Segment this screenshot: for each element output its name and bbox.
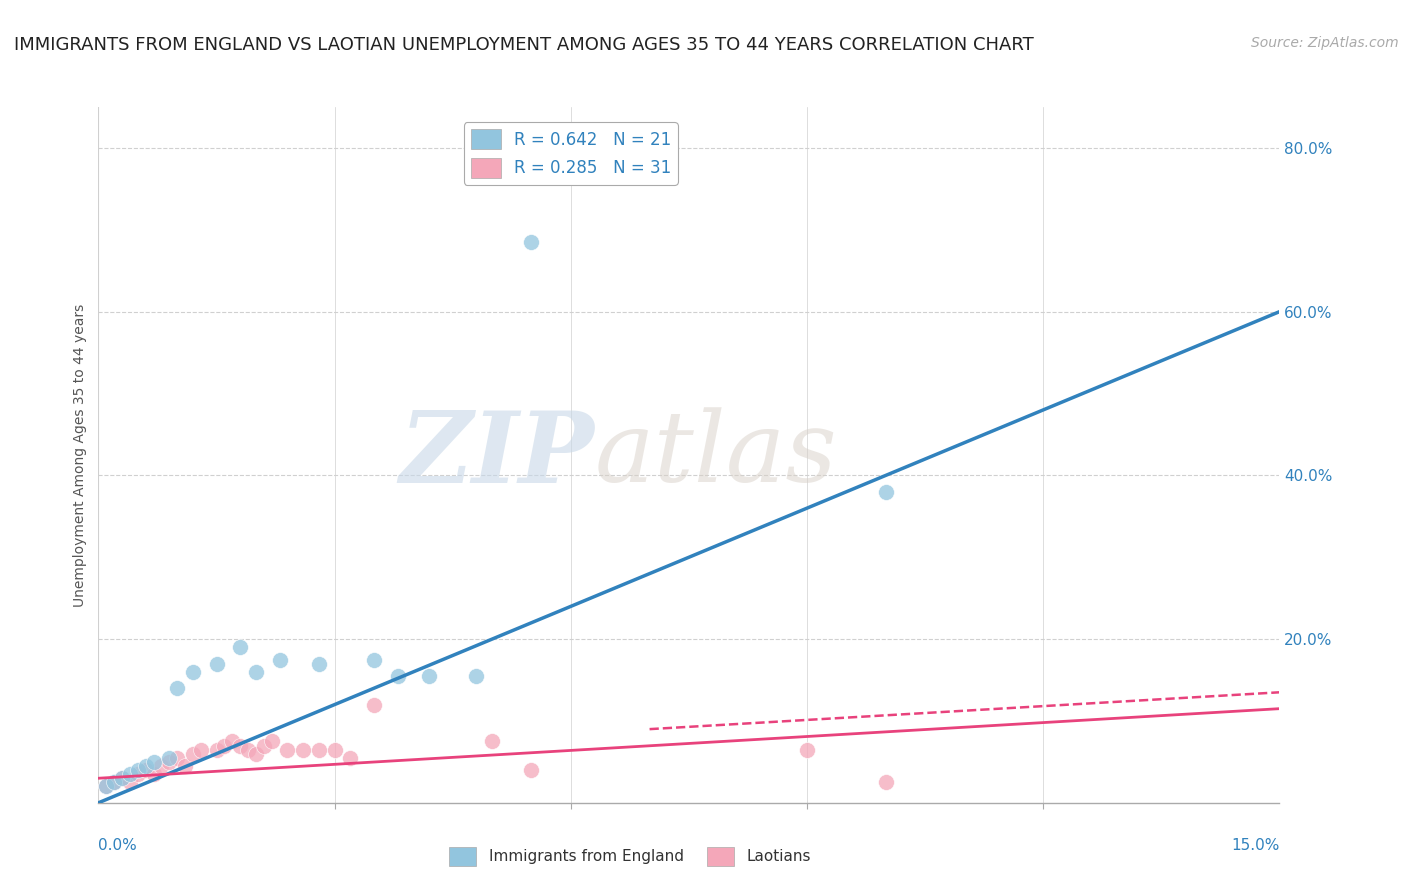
Point	[127, 767, 149, 781]
Point	[323, 742, 346, 756]
Point	[142, 767, 165, 781]
Point	[520, 235, 543, 249]
Point	[229, 640, 252, 655]
Point	[181, 665, 204, 679]
Point	[157, 751, 180, 765]
Point	[245, 747, 267, 761]
Point	[127, 763, 149, 777]
Point	[276, 742, 298, 756]
Point	[142, 755, 165, 769]
Point	[339, 751, 361, 765]
Text: ZIP: ZIP	[399, 407, 595, 503]
Point	[190, 742, 212, 756]
Point	[205, 657, 228, 671]
Point	[174, 759, 197, 773]
Text: atlas: atlas	[595, 408, 837, 502]
Point	[465, 669, 488, 683]
Point	[103, 775, 125, 789]
Text: 15.0%: 15.0%	[1232, 838, 1279, 854]
Point	[118, 767, 141, 781]
Point	[229, 739, 252, 753]
Point	[181, 747, 204, 761]
Point	[796, 742, 818, 756]
Point	[269, 652, 291, 666]
Point	[875, 484, 897, 499]
Y-axis label: Unemployment Among Ages 35 to 44 years: Unemployment Among Ages 35 to 44 years	[73, 303, 87, 607]
Point	[245, 665, 267, 679]
Point	[363, 652, 385, 666]
Text: Source: ZipAtlas.com: Source: ZipAtlas.com	[1251, 36, 1399, 50]
Point	[387, 669, 409, 683]
Point	[308, 657, 330, 671]
Point	[111, 771, 134, 785]
Point	[166, 751, 188, 765]
Point	[111, 771, 134, 785]
Point	[418, 669, 440, 683]
Point	[103, 775, 125, 789]
Point	[96, 780, 118, 794]
Text: IMMIGRANTS FROM ENGLAND VS LAOTIAN UNEMPLOYMENT AMONG AGES 35 TO 44 YEARS CORREL: IMMIGRANTS FROM ENGLAND VS LAOTIAN UNEMP…	[14, 36, 1033, 54]
Point	[205, 742, 228, 756]
Point	[118, 775, 141, 789]
Point	[135, 763, 157, 777]
Point	[253, 739, 276, 753]
Legend: Immigrants from England, Laotians: Immigrants from England, Laotians	[443, 841, 817, 871]
Point	[135, 759, 157, 773]
Text: 0.0%: 0.0%	[98, 838, 138, 854]
Point	[157, 755, 180, 769]
Point	[150, 759, 173, 773]
Point	[214, 739, 236, 753]
Point	[520, 763, 543, 777]
Point	[308, 742, 330, 756]
Point	[96, 780, 118, 794]
Point	[260, 734, 283, 748]
Point	[221, 734, 243, 748]
Point	[292, 742, 315, 756]
Point	[481, 734, 503, 748]
Point	[236, 742, 259, 756]
Point	[875, 775, 897, 789]
Point	[363, 698, 385, 712]
Point	[166, 681, 188, 696]
